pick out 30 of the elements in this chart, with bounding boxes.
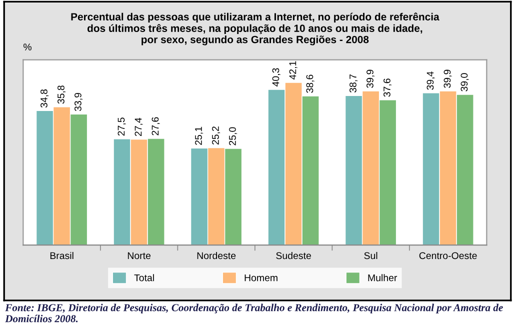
data-label: 25,1 <box>195 126 204 145</box>
x-tick-label: Sul <box>364 252 378 260</box>
legend-label: Mulher <box>368 274 398 282</box>
legend-label: Total <box>134 274 154 282</box>
data-label: 34,8 <box>40 89 49 108</box>
x-tick-label: Sudeste <box>276 252 311 260</box>
data-label: 27,4 <box>134 118 143 136</box>
y-axis-title: % <box>24 44 32 50</box>
data-label: 38,6 <box>306 74 314 93</box>
data-label: 37,6 <box>384 78 392 97</box>
chart-title: Percentual das pessoas que utilizaram a Internet, no período de referência dos últimos três meses, na população de 10 anos ou mais de idade, por sexo, segundo as Grandes Regiões - 2008 <box>71 12 440 46</box>
data-label: 33,9 <box>74 92 83 112</box>
data-label: 25,2 <box>212 126 220 144</box>
data-label: 39,0 <box>460 73 469 92</box>
x-tick-label: Norte <box>128 252 151 260</box>
x-tick-label: Nordeste <box>197 252 236 260</box>
data-label: 39,4 <box>426 72 435 90</box>
data-label: 25,0 <box>229 127 238 146</box>
data-label: 35,8 <box>58 86 66 104</box>
data-label: 27,5 <box>118 118 126 136</box>
data-label: 27,6 <box>152 117 160 136</box>
data-label: 39,9 <box>444 70 452 88</box>
x-tick-label: Centro-Oeste <box>419 252 477 260</box>
data-label: 39,9 <box>366 70 375 88</box>
x-tick-label: Brasil <box>50 252 74 260</box>
data-label: 38,7 <box>350 74 358 93</box>
source-note: Fonte: IBGE, Diretoria de Pesquisas, Coordenação de Trabalho e Rendimento, Pesquisa Nacional por Amostra de Domicílios 2008. <box>5 304 503 322</box>
legend-label: Homem <box>244 274 278 282</box>
data-label: 42,1 <box>289 61 298 80</box>
data-label: 40,3 <box>272 68 280 86</box>
